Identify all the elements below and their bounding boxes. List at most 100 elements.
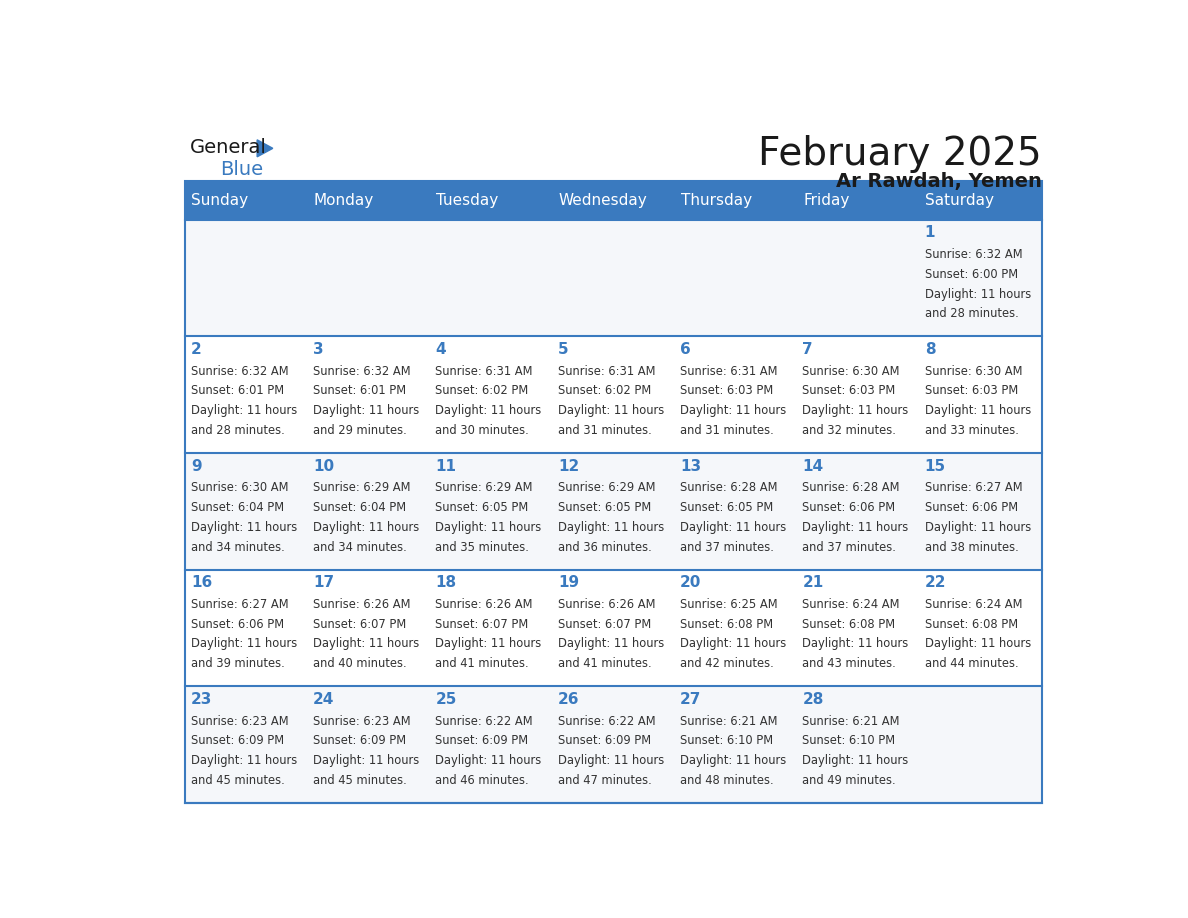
Text: Daylight: 11 hours: Daylight: 11 hours bbox=[681, 521, 786, 534]
Text: 17: 17 bbox=[314, 576, 334, 590]
Bar bbox=[675, 181, 797, 219]
Text: Sunrise: 6:29 AM: Sunrise: 6:29 AM bbox=[314, 481, 411, 494]
Text: 27: 27 bbox=[681, 692, 701, 707]
Bar bbox=[308, 336, 430, 453]
Text: and 28 minutes.: and 28 minutes. bbox=[924, 308, 1018, 320]
Text: Sunset: 6:05 PM: Sunset: 6:05 PM bbox=[558, 501, 651, 514]
Text: Sunset: 6:10 PM: Sunset: 6:10 PM bbox=[802, 734, 896, 747]
Text: and 47 minutes.: and 47 minutes. bbox=[558, 774, 651, 787]
Text: Daylight: 11 hours: Daylight: 11 hours bbox=[924, 521, 1031, 534]
Text: Sunrise: 6:31 AM: Sunrise: 6:31 AM bbox=[681, 364, 778, 377]
Text: Daylight: 11 hours: Daylight: 11 hours bbox=[314, 754, 419, 767]
Text: Daylight: 11 hours: Daylight: 11 hours bbox=[558, 754, 664, 767]
Text: Daylight: 11 hours: Daylight: 11 hours bbox=[314, 404, 419, 417]
Text: and 41 minutes.: and 41 minutes. bbox=[436, 657, 529, 670]
Text: and 45 minutes.: and 45 minutes. bbox=[191, 774, 285, 787]
Text: Daylight: 11 hours: Daylight: 11 hours bbox=[436, 521, 542, 534]
Bar bbox=[920, 453, 1042, 569]
Text: Sunrise: 6:28 AM: Sunrise: 6:28 AM bbox=[681, 481, 778, 494]
Text: Sunset: 6:08 PM: Sunset: 6:08 PM bbox=[924, 618, 1018, 631]
Text: Daylight: 11 hours: Daylight: 11 hours bbox=[191, 404, 297, 417]
Text: Daylight: 11 hours: Daylight: 11 hours bbox=[681, 637, 786, 651]
Bar bbox=[552, 687, 675, 803]
Text: and 34 minutes.: and 34 minutes. bbox=[314, 541, 407, 554]
Bar bbox=[185, 219, 308, 336]
Bar bbox=[675, 569, 797, 687]
Text: 9: 9 bbox=[191, 459, 202, 474]
Text: 6: 6 bbox=[681, 342, 691, 357]
Text: Sunrise: 6:22 AM: Sunrise: 6:22 AM bbox=[436, 714, 533, 728]
Text: Daylight: 11 hours: Daylight: 11 hours bbox=[924, 287, 1031, 300]
Polygon shape bbox=[257, 140, 273, 157]
Bar bbox=[797, 336, 920, 453]
Text: Sunset: 6:01 PM: Sunset: 6:01 PM bbox=[191, 385, 284, 397]
Bar bbox=[185, 181, 308, 219]
Text: Sunset: 6:09 PM: Sunset: 6:09 PM bbox=[314, 734, 406, 747]
Text: General: General bbox=[190, 139, 267, 157]
Text: Daylight: 11 hours: Daylight: 11 hours bbox=[924, 404, 1031, 417]
Text: 3: 3 bbox=[314, 342, 324, 357]
Text: Daylight: 11 hours: Daylight: 11 hours bbox=[681, 404, 786, 417]
Text: February 2025: February 2025 bbox=[758, 135, 1042, 173]
Text: Sunset: 6:00 PM: Sunset: 6:00 PM bbox=[924, 268, 1018, 281]
Bar bbox=[797, 453, 920, 569]
Text: and 40 minutes.: and 40 minutes. bbox=[314, 657, 406, 670]
Text: Daylight: 11 hours: Daylight: 11 hours bbox=[802, 754, 909, 767]
Text: Sunset: 6:06 PM: Sunset: 6:06 PM bbox=[191, 618, 284, 631]
Text: Sunrise: 6:26 AM: Sunrise: 6:26 AM bbox=[314, 598, 411, 610]
Text: Daylight: 11 hours: Daylight: 11 hours bbox=[802, 404, 909, 417]
Text: Sunset: 6:08 PM: Sunset: 6:08 PM bbox=[802, 618, 896, 631]
Bar bbox=[675, 453, 797, 569]
Text: 12: 12 bbox=[558, 459, 579, 474]
Text: Sunset: 6:05 PM: Sunset: 6:05 PM bbox=[681, 501, 773, 514]
Text: and 45 minutes.: and 45 minutes. bbox=[314, 774, 407, 787]
Text: Tuesday: Tuesday bbox=[436, 193, 498, 207]
Text: and 46 minutes.: and 46 minutes. bbox=[436, 774, 529, 787]
Bar bbox=[675, 687, 797, 803]
Text: and 31 minutes.: and 31 minutes. bbox=[681, 424, 773, 437]
Text: and 32 minutes.: and 32 minutes. bbox=[802, 424, 896, 437]
Text: 15: 15 bbox=[924, 459, 946, 474]
Text: Sunday: Sunday bbox=[191, 193, 248, 207]
Text: and 30 minutes.: and 30 minutes. bbox=[436, 424, 529, 437]
Text: Sunrise: 6:29 AM: Sunrise: 6:29 AM bbox=[436, 481, 533, 494]
Text: Blue: Blue bbox=[220, 160, 264, 179]
Bar bbox=[675, 219, 797, 336]
Text: 1: 1 bbox=[924, 226, 935, 241]
Bar bbox=[308, 687, 430, 803]
Text: Ar Rawdah, Yemen: Ar Rawdah, Yemen bbox=[835, 173, 1042, 191]
Text: Sunset: 6:09 PM: Sunset: 6:09 PM bbox=[436, 734, 529, 747]
Text: Sunset: 6:07 PM: Sunset: 6:07 PM bbox=[314, 618, 406, 631]
Text: Sunset: 6:09 PM: Sunset: 6:09 PM bbox=[558, 734, 651, 747]
Bar bbox=[552, 569, 675, 687]
Text: 28: 28 bbox=[802, 692, 823, 707]
Bar bbox=[675, 336, 797, 453]
Text: Sunset: 6:06 PM: Sunset: 6:06 PM bbox=[802, 501, 896, 514]
Text: 22: 22 bbox=[924, 576, 947, 590]
Text: Daylight: 11 hours: Daylight: 11 hours bbox=[436, 754, 542, 767]
Text: 8: 8 bbox=[924, 342, 935, 357]
Text: Sunrise: 6:23 AM: Sunrise: 6:23 AM bbox=[191, 714, 289, 728]
Bar bbox=[430, 687, 552, 803]
Text: Sunrise: 6:30 AM: Sunrise: 6:30 AM bbox=[924, 364, 1023, 377]
Text: 18: 18 bbox=[436, 576, 456, 590]
Text: Daylight: 11 hours: Daylight: 11 hours bbox=[802, 521, 909, 534]
Text: Thursday: Thursday bbox=[681, 193, 752, 207]
Bar bbox=[430, 181, 552, 219]
Text: Sunset: 6:07 PM: Sunset: 6:07 PM bbox=[436, 618, 529, 631]
Text: Saturday: Saturday bbox=[925, 193, 994, 207]
Text: Sunset: 6:10 PM: Sunset: 6:10 PM bbox=[681, 734, 773, 747]
Text: Sunset: 6:04 PM: Sunset: 6:04 PM bbox=[314, 501, 406, 514]
Text: Sunset: 6:06 PM: Sunset: 6:06 PM bbox=[924, 501, 1018, 514]
Bar bbox=[552, 453, 675, 569]
Text: Daylight: 11 hours: Daylight: 11 hours bbox=[436, 637, 542, 651]
Text: Sunrise: 6:27 AM: Sunrise: 6:27 AM bbox=[924, 481, 1023, 494]
Bar bbox=[797, 219, 920, 336]
Text: and 39 minutes.: and 39 minutes. bbox=[191, 657, 285, 670]
Text: Sunset: 6:04 PM: Sunset: 6:04 PM bbox=[191, 501, 284, 514]
Bar bbox=[185, 453, 308, 569]
Bar bbox=[308, 219, 430, 336]
Text: 20: 20 bbox=[681, 576, 701, 590]
Text: Daylight: 11 hours: Daylight: 11 hours bbox=[314, 637, 419, 651]
Text: Daylight: 11 hours: Daylight: 11 hours bbox=[314, 521, 419, 534]
